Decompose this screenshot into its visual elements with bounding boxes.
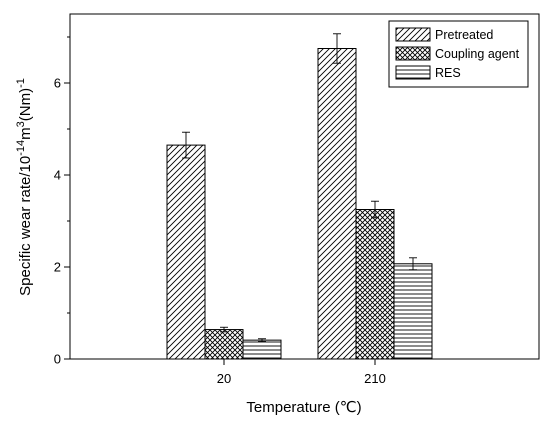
plot-area [69,13,540,360]
y-axis-title-superscript: -1 [15,78,27,88]
y-tick-label: 4 [54,168,61,183]
bar [166,144,206,360]
x-tick-label: 210 [364,371,386,386]
legend: Pretreated Coupling agent RES [388,20,529,88]
ticks: 0 2 4 6 20 210 [54,36,386,386]
y-axis-title-part: (Nm) [17,88,34,121]
x-axis-title: Temperature (℃) [246,399,361,416]
y-tick-label: 6 [54,76,61,91]
legend-swatch [395,46,431,61]
legend-label: Pretreated [435,28,493,42]
y-axis-title-part: m [17,127,34,140]
legend-swatch [395,27,431,42]
bar [317,48,357,360]
y-axis-title-superscript: 3 [15,121,27,127]
bar [355,209,395,360]
y-tick-label: 0 [54,352,61,367]
legend-label: Coupling agent [435,47,520,61]
bar [393,263,433,360]
y-tick-label: 2 [54,260,61,275]
y-axis-title-part: Specific wear rate/10 [17,156,34,296]
y-axis-title-superscript: -14 [15,140,27,156]
x-tick-label: 20 [217,371,231,386]
legend-swatch [395,65,431,80]
y-axis-title: Specific wear rate/10-14m3(Nm)-1 [15,78,34,296]
legend-label: RES [435,66,461,80]
error-bars [182,33,417,342]
bars [166,48,433,360]
bar [242,339,282,360]
plot-frame [69,13,540,360]
bar [204,329,244,360]
